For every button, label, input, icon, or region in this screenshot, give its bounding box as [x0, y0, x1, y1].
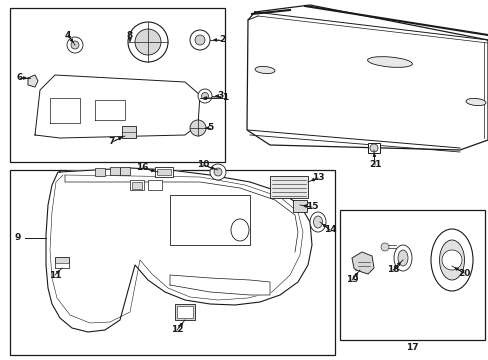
Ellipse shape — [393, 245, 411, 271]
Text: 15: 15 — [305, 202, 318, 211]
Ellipse shape — [230, 219, 248, 241]
Polygon shape — [28, 75, 38, 87]
Bar — [55, 263, 69, 268]
Bar — [177, 306, 193, 318]
Text: 8: 8 — [126, 31, 133, 40]
Circle shape — [214, 168, 222, 176]
Text: 2: 2 — [219, 36, 224, 45]
Text: 12: 12 — [170, 325, 183, 334]
Ellipse shape — [439, 240, 464, 280]
Circle shape — [209, 164, 225, 180]
Bar — [110, 167, 120, 175]
Text: 5: 5 — [206, 123, 213, 132]
Polygon shape — [46, 168, 311, 332]
Text: 3: 3 — [217, 91, 223, 100]
Ellipse shape — [255, 66, 274, 73]
Ellipse shape — [397, 250, 407, 266]
Polygon shape — [35, 75, 200, 138]
Ellipse shape — [309, 212, 325, 232]
Circle shape — [67, 37, 83, 53]
Bar — [130, 180, 143, 190]
Text: 4: 4 — [65, 31, 71, 40]
Text: 20: 20 — [457, 269, 469, 278]
Text: 7: 7 — [109, 138, 115, 147]
Polygon shape — [170, 275, 269, 295]
Bar — [95, 168, 105, 176]
Ellipse shape — [313, 216, 322, 228]
Bar — [122, 126, 136, 138]
Circle shape — [190, 30, 209, 50]
Polygon shape — [50, 98, 80, 123]
Circle shape — [441, 250, 461, 270]
Polygon shape — [95, 100, 125, 120]
Bar — [120, 167, 130, 175]
Bar — [175, 304, 195, 320]
Text: 16: 16 — [136, 163, 148, 172]
Ellipse shape — [367, 57, 411, 67]
Bar — [10, 8, 224, 162]
Bar — [269, 176, 307, 198]
Bar — [157, 169, 171, 175]
Text: 21: 21 — [368, 161, 381, 170]
Text: 10: 10 — [196, 161, 209, 170]
Bar — [170, 195, 249, 245]
Circle shape — [198, 89, 212, 103]
Ellipse shape — [430, 229, 472, 291]
Polygon shape — [351, 252, 373, 274]
Text: 19: 19 — [345, 275, 358, 284]
Circle shape — [71, 41, 79, 49]
Bar — [292, 200, 306, 212]
Text: 1: 1 — [222, 94, 228, 103]
Circle shape — [201, 93, 208, 99]
Circle shape — [135, 29, 161, 55]
Text: 11: 11 — [49, 270, 61, 279]
Text: 18: 18 — [386, 265, 398, 274]
Text: 14: 14 — [323, 225, 336, 234]
Circle shape — [380, 243, 388, 251]
Ellipse shape — [465, 98, 485, 105]
Circle shape — [369, 144, 377, 152]
Circle shape — [190, 120, 205, 136]
Text: 13: 13 — [311, 174, 324, 183]
Bar — [148, 180, 162, 190]
Polygon shape — [246, 5, 487, 150]
Text: 6: 6 — [17, 73, 23, 82]
Circle shape — [128, 22, 168, 62]
Text: 9: 9 — [15, 234, 21, 243]
Circle shape — [195, 35, 204, 45]
Bar — [339, 210, 484, 340]
Bar — [132, 182, 142, 189]
Bar — [55, 257, 69, 268]
Bar — [10, 170, 334, 355]
Bar — [367, 143, 379, 153]
Bar — [155, 167, 173, 177]
Text: 17: 17 — [405, 342, 417, 351]
